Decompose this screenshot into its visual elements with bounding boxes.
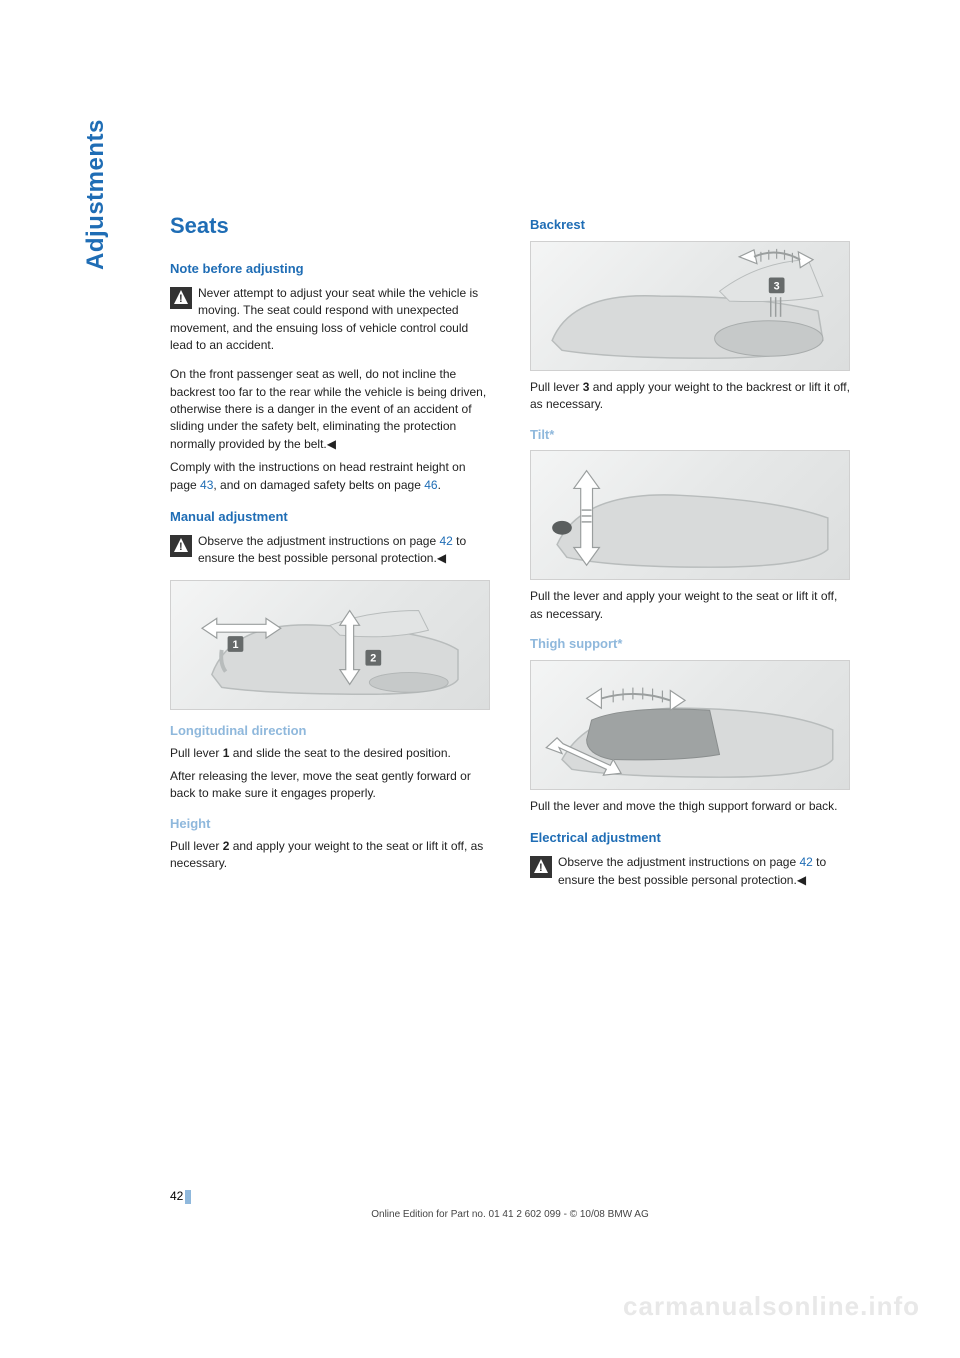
svg-text:3: 3	[774, 280, 780, 292]
page-footer: 42 Online Edition for Part no. 01 41 2 6…	[170, 1187, 850, 1220]
longitudinal-paragraph-2: After releasing the lever, move the seat…	[170, 768, 490, 803]
page-link-46[interactable]: 46	[424, 478, 437, 492]
electrical-paragraph: Observe the adjustment instructions on p…	[530, 854, 850, 889]
side-section-title: Adjustments	[82, 119, 110, 270]
height-paragraph: Pull lever 2 and apply your weight to th…	[170, 838, 490, 873]
text-span: .	[438, 478, 441, 492]
backrest-paragraph: Pull lever 3 and apply your weight to th…	[530, 379, 850, 414]
text-span: Observe the adjustment instructions on p…	[198, 534, 439, 548]
figure-manual-adjustment: 1 2	[170, 580, 490, 710]
heading-height: Height	[170, 815, 490, 834]
page-link-43[interactable]: 43	[200, 478, 213, 492]
warning-block-3: Observe the adjustment instructions on p…	[530, 854, 850, 895]
right-column: Backrest	[530, 210, 850, 901]
text-span: Observe the adjustment instructions on p…	[558, 855, 799, 869]
figure-backrest: 3	[530, 241, 850, 371]
warning-block-1: Never attempt to adjust your seat while …	[170, 285, 490, 361]
warning-block-2: Observe the adjustment instructions on p…	[170, 533, 490, 574]
heading-note: Note before adjusting	[170, 260, 490, 279]
text-span: and slide the seat to the desired positi…	[229, 746, 450, 760]
svg-text:2: 2	[370, 652, 376, 664]
note-paragraph-3: Comply with the instructions on head res…	[170, 459, 490, 494]
warning-icon	[170, 287, 192, 309]
heading-backrest: Backrest	[530, 216, 850, 235]
main-heading: Seats	[170, 210, 490, 242]
text-span: Pull lever	[530, 380, 583, 394]
watermark: carmanualsonline.info	[623, 1291, 920, 1322]
warning-icon	[530, 856, 552, 878]
text-span: Pull lever	[170, 839, 223, 853]
heading-longitudinal: Longitudinal direction	[170, 722, 490, 741]
thigh-paragraph: Pull the lever and move the thigh suppor…	[530, 798, 850, 815]
footer-text: Online Edition for Part no. 01 41 2 602 …	[170, 1209, 850, 1220]
text-span: , and on damaged safety belts on page	[213, 478, 424, 492]
longitudinal-paragraph-1: Pull lever 1 and slide the seat to the d…	[170, 745, 490, 762]
heading-manual: Manual adjustment	[170, 508, 490, 527]
note-paragraph-2: On the front passenger seat as well, do …	[170, 366, 490, 453]
heading-thigh: Thigh support*	[530, 635, 850, 654]
manual-paragraph: Observe the adjustment instructions on p…	[170, 533, 490, 568]
left-column: Seats Note before adjusting Never attemp…	[170, 210, 490, 901]
svg-text:1: 1	[232, 639, 238, 651]
page-link-42b[interactable]: 42	[799, 855, 812, 869]
page-number: 42	[170, 1189, 183, 1203]
tilt-paragraph: Pull the lever and apply your weight to …	[530, 588, 850, 623]
page-link-42[interactable]: 42	[439, 534, 452, 548]
note-paragraph-1: Never attempt to adjust your seat while …	[170, 285, 490, 355]
page-number-marker	[185, 1190, 191, 1204]
heading-electrical: Electrical adjustment	[530, 829, 850, 848]
figure-thigh	[530, 660, 850, 790]
heading-tilt: Tilt*	[530, 426, 850, 445]
warning-icon	[170, 535, 192, 557]
figure-tilt	[530, 450, 850, 580]
text-span: Pull lever	[170, 746, 223, 760]
